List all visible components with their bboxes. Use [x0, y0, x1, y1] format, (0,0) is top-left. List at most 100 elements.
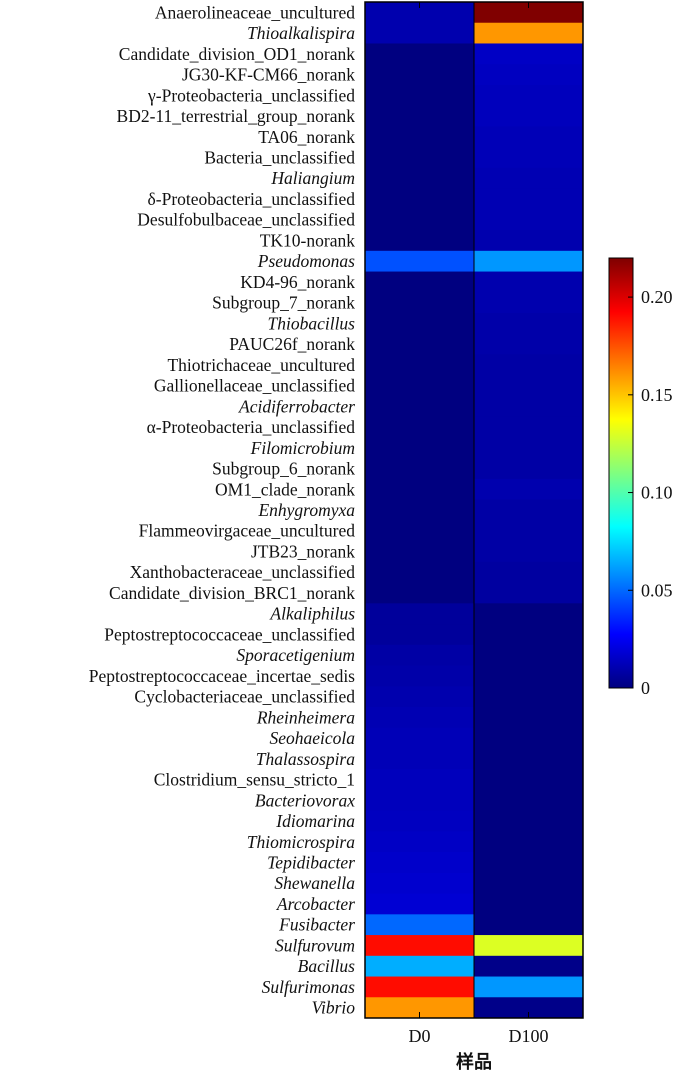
heatmap-cell: [474, 789, 584, 812]
row-label: Gallionellaceae_unclassified: [154, 376, 355, 396]
heatmap-cell: [365, 976, 475, 998]
x-axis-label: 样品: [456, 1051, 492, 1073]
heatmap-cell: [365, 209, 475, 231]
row-label: Vibrio: [312, 998, 356, 1018]
heatmap-cell: [474, 416, 584, 438]
heatmap-cell: [365, 478, 475, 501]
row-label: Thiomicrospira: [247, 832, 356, 852]
row-label: Bacillus: [298, 956, 356, 976]
colorbar-gradient: [608, 257, 634, 689]
row-label: TA06_norank: [258, 127, 355, 147]
heatmap-cell: [365, 250, 475, 273]
heatmap-cell: [474, 250, 584, 273]
heatmap-cell: [365, 624, 475, 646]
heatmap-cell: [365, 706, 475, 729]
colorbar-tick-label: 0.20: [641, 287, 673, 307]
heatmap-cell: [365, 167, 475, 190]
heatmap-cell: [365, 769, 475, 791]
heatmap-cell: [365, 914, 475, 936]
heatmap-cell: [365, 458, 475, 480]
row-label: Haliangium: [270, 168, 355, 188]
column-label: D100: [509, 1026, 549, 1046]
heatmap-cell: [474, 624, 584, 646]
heatmap-cell: [474, 64, 584, 86]
row-label: δ-Proteobacteria_unclassified: [148, 189, 356, 209]
row-label: Alkaliphilus: [269, 604, 355, 624]
heatmap-cell: [365, 520, 475, 542]
row-label: Tepidibacter: [267, 852, 355, 872]
heatmap-cell: [365, 955, 475, 978]
heatmap-cell: [474, 541, 584, 563]
heatmap-cell: [474, 935, 584, 957]
row-label: Anaerolineaceae_uncultured: [155, 2, 355, 22]
heatmap-cell: [365, 499, 475, 521]
heatmap-cell: [474, 22, 584, 44]
row-label: Peptostreptococcaceae_unclassified: [104, 624, 355, 644]
row-label: Pseudomonas: [257, 251, 355, 271]
row-label: Clostridium_sensu_stricto_1: [154, 770, 355, 790]
heatmap-cell: [474, 769, 584, 791]
heatmap-cell: [474, 209, 584, 231]
heatmap-cell: [474, 748, 584, 770]
heatmap-cell: [365, 748, 475, 770]
row-label: JTB23_norank: [251, 541, 355, 561]
heatmap-cell: [474, 354, 584, 376]
row-label: Bacteriovorax: [255, 790, 355, 810]
row-label: Rheinheimera: [256, 707, 355, 727]
row-label: Acidiferrobacter: [238, 396, 355, 416]
row-label: Enhygromyxa: [257, 500, 355, 520]
heatmap-cell: [474, 520, 584, 542]
heatmap-cell: [365, 2, 475, 24]
heatmap-cells: [364, 1, 584, 1019]
heatmap-cell: [474, 997, 584, 1019]
colorbar-tick-label: 0.15: [641, 385, 673, 405]
heatmap-cell: [474, 893, 584, 915]
heatmap-cell: [365, 333, 475, 355]
row-label: Thalassospira: [256, 749, 355, 769]
row-label: OM1_clade_norank: [215, 479, 355, 499]
row-label: JG30-KF-CM66_norank: [182, 65, 355, 85]
heatmap-cell: [365, 582, 475, 604]
heatmap-cell: [474, 686, 584, 708]
heatmap-cell: [474, 43, 584, 65]
heatmap-cell: [365, 43, 475, 65]
row-label: Arcobacter: [276, 894, 355, 914]
row-label: Thiotrichaceae_uncultured: [167, 355, 355, 375]
heatmap-cell: [474, 105, 584, 127]
row-label: Peptostreptococcaceae_incertae_sedis: [89, 666, 355, 686]
heatmap-cell: [474, 271, 584, 293]
row-label: γ-Proteobacteria_unclassified: [147, 85, 355, 105]
heatmap-cell: [474, 2, 584, 24]
row-label: Desulfobulbaceae_unclassified: [137, 210, 355, 230]
heatmap-cell: [474, 395, 584, 418]
row-label: Subgroup_7_norank: [212, 293, 355, 313]
heatmap-cell: [365, 831, 475, 853]
heatmap-cell: [474, 831, 584, 853]
heatmap-cell: [365, 789, 475, 812]
heatmap-cell: [474, 976, 584, 998]
heatmap-cell: [365, 872, 475, 895]
heatmap-cell: [365, 541, 475, 563]
heatmap-cell: [365, 126, 475, 148]
row-label: Thioalkalispira: [247, 23, 355, 43]
heatmap-cell: [474, 333, 584, 355]
heatmap-cell: [474, 188, 584, 210]
row-label: Cyclobacteriaceae_unclassified: [134, 687, 355, 707]
row-label: Sporacetigenium: [236, 645, 355, 665]
row-label: Shewanella: [274, 873, 355, 893]
colorbar: [608, 257, 634, 689]
heatmap-cell: [474, 706, 584, 729]
heatmap-cell: [365, 893, 475, 915]
heatmap-cell: [474, 375, 584, 397]
column-labels: D0 D100: [409, 2, 549, 1046]
row-label: KD4-96_norank: [240, 272, 355, 292]
heatmap-cell: [474, 167, 584, 190]
row-label: Sulfurimonas: [262, 977, 356, 997]
heatmap-cell: [365, 188, 475, 210]
row-label: Seohaeicola: [269, 728, 355, 748]
heatmap-cell: [474, 872, 584, 895]
heatmap-cell: [365, 644, 475, 667]
heatmap-cell: [365, 230, 475, 252]
heatmap-cell: [474, 126, 584, 148]
heatmap-cell: [365, 22, 475, 44]
